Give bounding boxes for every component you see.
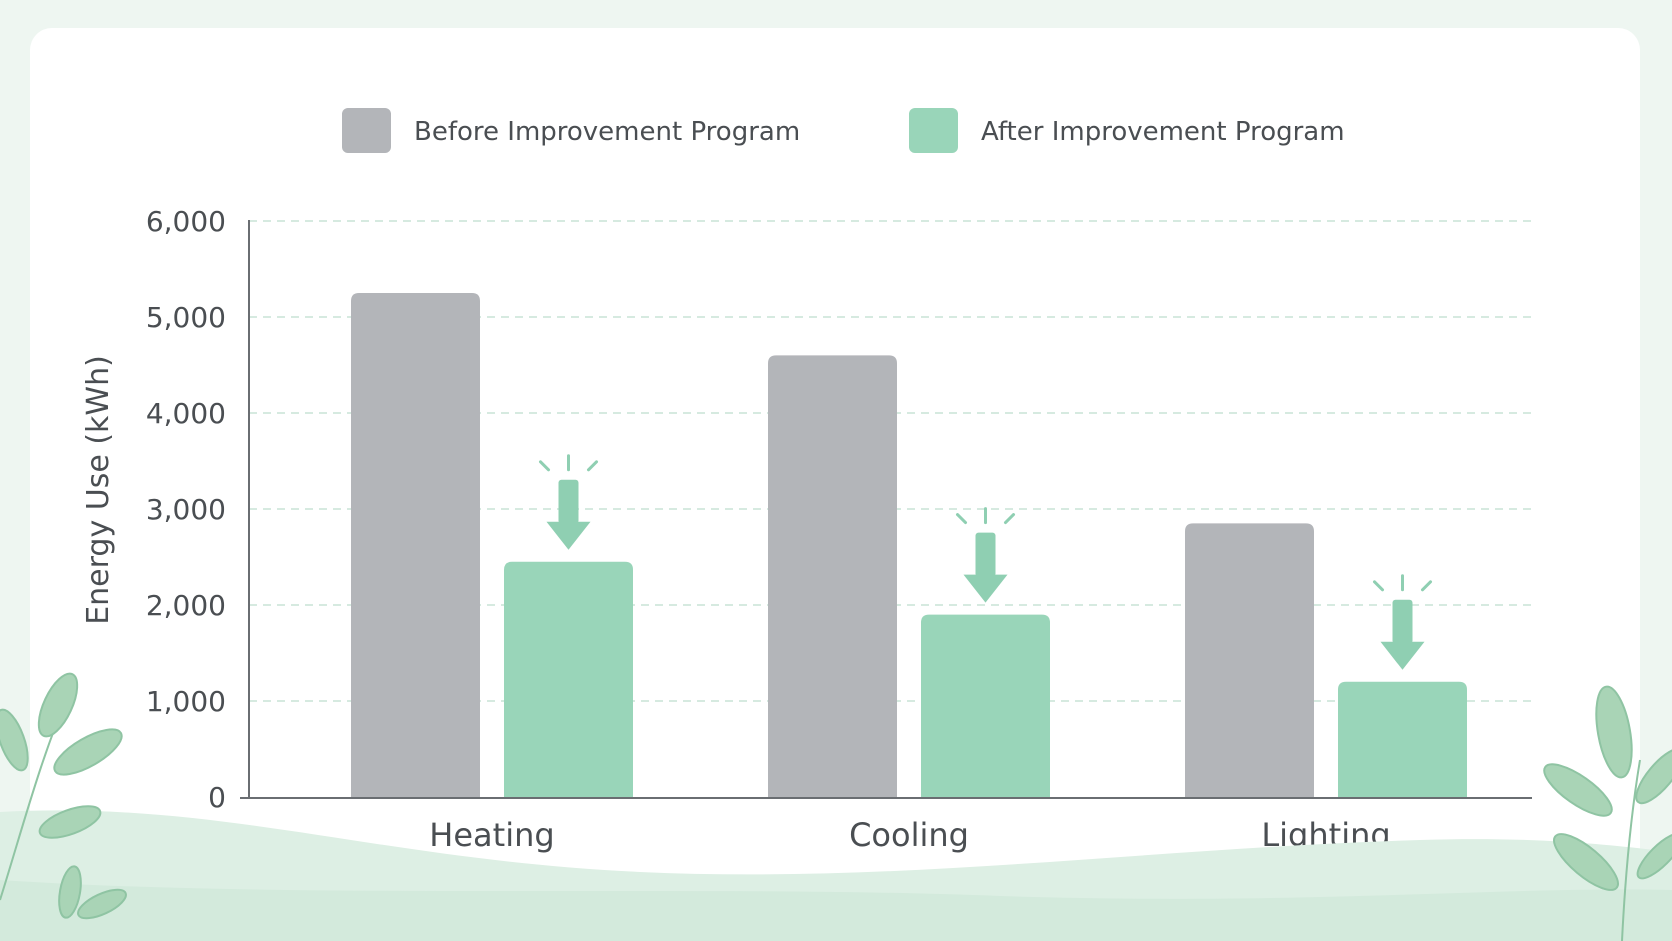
y-tick-label: 1,000 bbox=[146, 685, 226, 718]
y-tick-label: 6,000 bbox=[146, 205, 226, 238]
y-tick-labels: 0 1,000 2,000 3,000 4,000 5,000 6,000 bbox=[146, 205, 226, 814]
y-tick-label: 5,000 bbox=[146, 301, 226, 334]
legend: Before Improvement Program After Improve… bbox=[342, 108, 1345, 153]
y-tick-label: 2,000 bbox=[146, 589, 226, 622]
x-tick-label: Heating bbox=[429, 816, 554, 854]
down-arrow-icon bbox=[956, 507, 1015, 603]
y-tick-label: 4,000 bbox=[146, 397, 226, 430]
bar-after bbox=[1338, 681, 1467, 797]
x-tick-label: Cooling bbox=[849, 816, 969, 854]
y-tick-label: 3,000 bbox=[146, 493, 226, 526]
bar-after bbox=[921, 614, 1050, 797]
legend-label-after: After Improvement Program bbox=[981, 117, 1345, 147]
bar-before bbox=[768, 355, 897, 797]
x-tick-labels: Heating Cooling Lighting bbox=[429, 816, 1390, 854]
legend-label-before: Before Improvement Program bbox=[414, 117, 800, 147]
y-tick-label: 0 bbox=[208, 781, 226, 814]
y-axis-label: Energy Use (kWh) bbox=[81, 355, 116, 625]
legend-swatch-after bbox=[909, 108, 958, 153]
reduction-arrows bbox=[539, 454, 1432, 670]
bars bbox=[351, 293, 1467, 797]
down-arrow-icon bbox=[539, 454, 598, 550]
bar-before bbox=[351, 293, 480, 797]
legend-swatch-before bbox=[342, 108, 391, 153]
bar-before bbox=[1185, 523, 1314, 797]
bar-after bbox=[504, 561, 633, 797]
x-tick-label: Lighting bbox=[1261, 816, 1390, 854]
down-arrow-icon bbox=[1373, 574, 1432, 670]
